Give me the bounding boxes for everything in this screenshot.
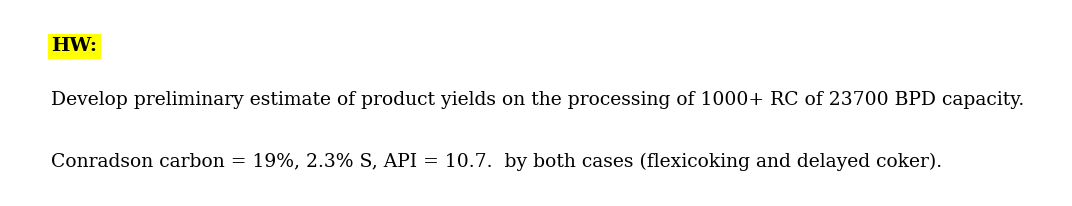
Text: Develop preliminary estimate of product yields on the processing of 1000+ RC of : Develop preliminary estimate of product … [51, 91, 1025, 109]
Text: Conradson carbon = 19%, 2.3% S, API = 10.7.  by both cases (flexicoking and dela: Conradson carbon = 19%, 2.3% S, API = 10… [51, 152, 942, 171]
Text: HW:: HW: [51, 37, 98, 55]
